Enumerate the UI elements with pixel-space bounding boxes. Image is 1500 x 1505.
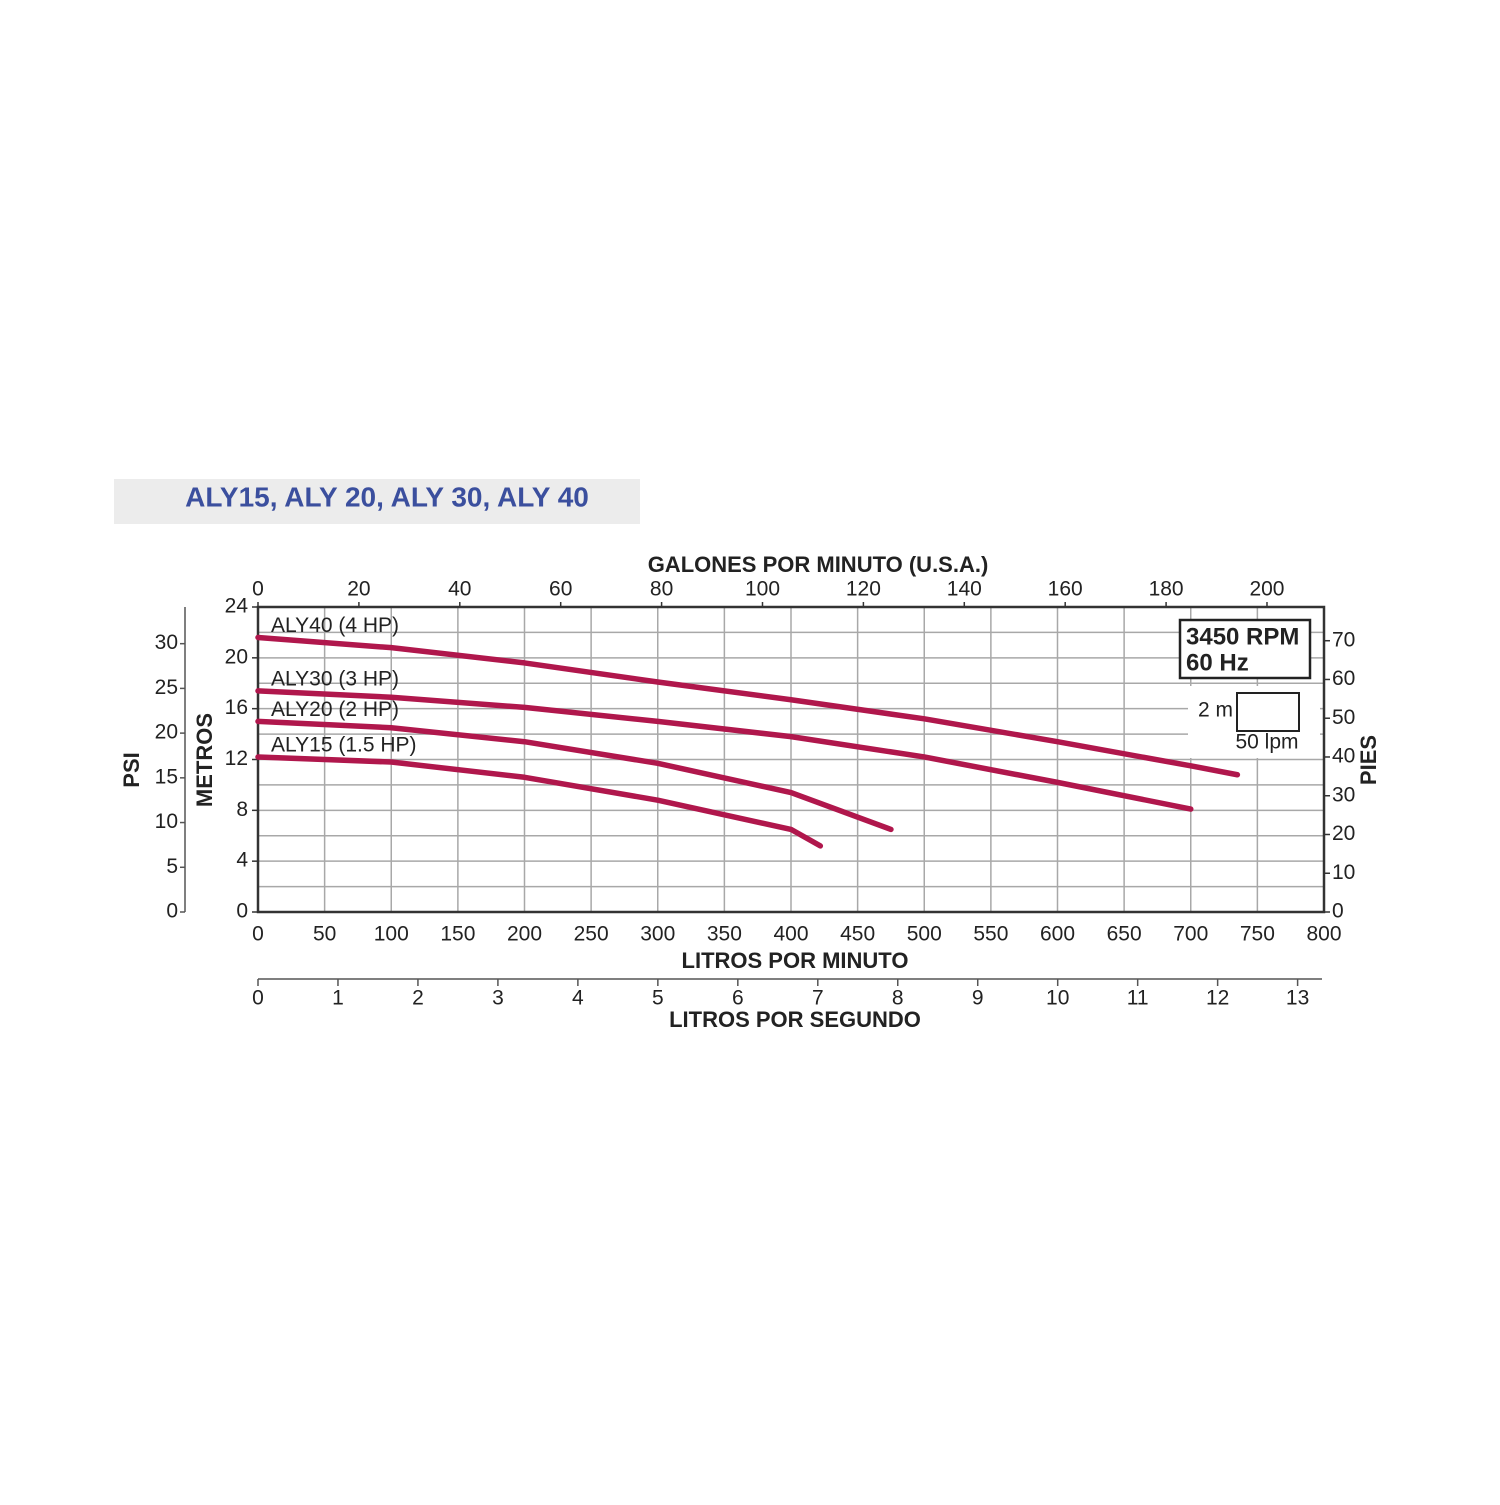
y2-axis-title: PSI	[119, 752, 144, 787]
curve	[255, 688, 1194, 812]
x3-tick-label: 11	[1127, 987, 1149, 1010]
x3-tick-label: 1	[332, 987, 344, 1010]
y3-tick-label: 60	[1332, 667, 1355, 690]
x-tick-label: 800	[1306, 923, 1341, 946]
x3-tick-label: 2	[412, 987, 424, 1010]
title-background	[114, 479, 640, 524]
x2-tick-label: 60	[549, 578, 572, 601]
y3-tick-label: 70	[1332, 628, 1355, 651]
grid	[257, 606, 1325, 913]
curve-label: ALY20 (2 HP)	[271, 698, 399, 721]
y-tick-label: 16	[225, 696, 248, 719]
x2-tick-label: 20	[347, 578, 370, 601]
x-tick-label: 150	[440, 923, 475, 946]
curve-label: ALY30 (3 HP)	[271, 667, 399, 690]
x-tick-label: 100	[374, 923, 409, 946]
y2-tick-label: 20	[155, 721, 178, 744]
y2-tick-label: 10	[155, 810, 178, 833]
y2-tick-label: 5	[166, 855, 178, 878]
y2-tick-label: 25	[155, 676, 178, 699]
y3-axis-title: PIES	[1356, 735, 1381, 785]
x3-tick-label: 8	[892, 987, 904, 1010]
y-tick-label: 0	[236, 900, 248, 923]
x2-tick-label: 80	[650, 578, 673, 601]
scale-box	[1236, 692, 1300, 732]
y2-tick-label: 30	[155, 631, 178, 654]
y-tick-label: 12	[225, 747, 248, 770]
x-axis-title: LITROS POR MINUTO	[682, 948, 909, 973]
y-tick-label: 20	[225, 645, 248, 668]
x2-tick-label: 40	[448, 578, 471, 601]
y-tick-label: 8	[236, 798, 248, 821]
x3-tick-label: 7	[812, 987, 824, 1010]
x3-tick-label: 4	[572, 987, 584, 1010]
scale-width-label: 50 lpm	[1235, 731, 1298, 754]
curve	[255, 634, 1241, 778]
x3-tick-label: 9	[972, 987, 984, 1010]
x2-tick-label: 100	[745, 578, 780, 601]
x3-tick-label: 0	[252, 987, 264, 1010]
y3-tick-label: 0	[1332, 900, 1344, 923]
y2-tick-label: 0	[166, 900, 178, 923]
y3-tick-label: 10	[1332, 861, 1355, 884]
y3-tick-label: 40	[1332, 745, 1355, 768]
x3-tick-label: 5	[652, 987, 664, 1010]
y-tick-label: 24	[225, 595, 249, 618]
y3-tick-label: 30	[1332, 783, 1355, 806]
scale-height-label: 2 m	[1198, 699, 1233, 722]
y2-tick-label: 15	[155, 765, 178, 788]
annotation-box	[1178, 618, 1312, 680]
x-tick-label: 700	[1173, 923, 1208, 946]
chart-title: ALY15, ALY 20, ALY 30, ALY 40	[185, 481, 589, 512]
x-tick-label: 400	[773, 923, 808, 946]
y-axis-title: METROS	[192, 713, 217, 807]
x-tick-label: 0	[252, 923, 264, 946]
x2-tick-label: 200	[1249, 578, 1284, 601]
x3-axis-title: LITROS POR SEGUNDO	[669, 1007, 921, 1032]
x2-tick-label: 140	[947, 578, 982, 601]
x-tick-label: 450	[840, 923, 875, 946]
y3-tick-label: 20	[1332, 822, 1355, 845]
x2-tick-label: 160	[1048, 578, 1083, 601]
y-tick-label: 4	[236, 849, 248, 872]
x-tick-label: 650	[1107, 923, 1142, 946]
x-tick-label: 550	[973, 923, 1008, 946]
x-tick-label: 250	[574, 923, 609, 946]
x3-tick-label: 6	[732, 987, 744, 1010]
x-tick-label: 200	[507, 923, 542, 946]
curve	[255, 754, 824, 849]
annotation: 3450 RPM	[1186, 623, 1299, 650]
curve	[255, 718, 894, 833]
x-tick-label: 300	[640, 923, 675, 946]
y3-tick-label: 50	[1332, 706, 1355, 729]
curve-label: ALY40 (4 HP)	[271, 614, 399, 637]
x2-axis-title: GALONES POR MINUTO (U.S.A.)	[648, 552, 989, 577]
curve-label: ALY15 (1.5 HP)	[271, 734, 417, 757]
x3-tick-label: 13	[1286, 987, 1309, 1010]
x-tick-label: 500	[907, 923, 942, 946]
x-tick-label: 50	[313, 923, 336, 946]
x2-tick-label: 0	[252, 578, 264, 601]
x2-tick-label: 120	[846, 578, 881, 601]
x2-tick-label: 180	[1149, 578, 1184, 601]
x3-tick-label: 3	[492, 987, 504, 1010]
x3-tick-label: 10	[1046, 987, 1069, 1010]
x-tick-label: 750	[1240, 923, 1275, 946]
x-tick-label: 350	[707, 923, 742, 946]
annotation: 60 Hz	[1186, 649, 1249, 676]
x3-tick-label: 12	[1206, 987, 1229, 1010]
x-tick-label: 600	[1040, 923, 1075, 946]
